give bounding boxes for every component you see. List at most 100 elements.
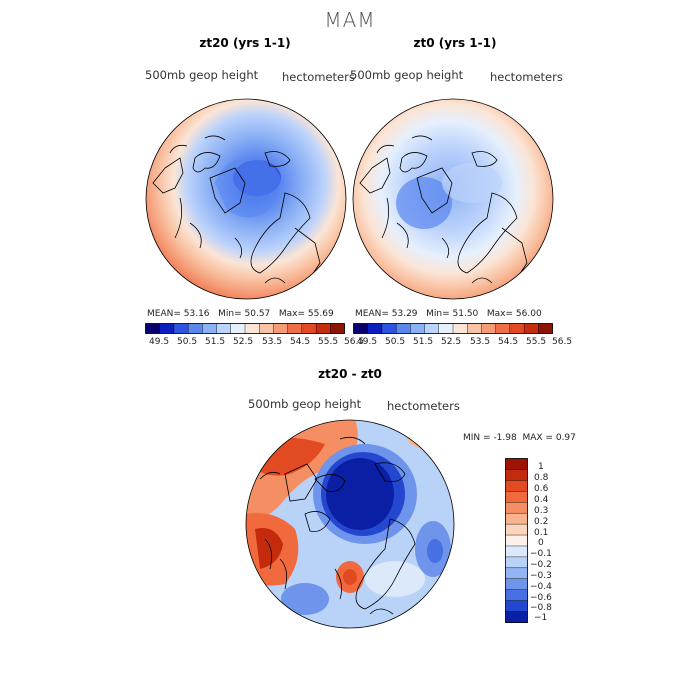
- panel2-tick: 53.5: [470, 337, 491, 347]
- panel1-polar-map: [145, 98, 347, 300]
- panel1-min: 50.57: [244, 309, 271, 319]
- panel2-tick: 49.5: [357, 337, 378, 347]
- colorbar-swatch: [438, 323, 454, 334]
- colorbar-swatch: [330, 323, 345, 334]
- panel3-variable: 500mb geop height: [248, 397, 362, 411]
- colorbar-swatch: [395, 323, 411, 334]
- panel1-tick: 55.5: [318, 337, 339, 347]
- colorbar-swatch: [173, 323, 189, 334]
- colorbar-swatch: [315, 323, 331, 334]
- panel2-polar-map: [352, 98, 554, 300]
- colorbar-swatch: [424, 323, 440, 334]
- panel1-mean: 53.16: [183, 309, 210, 319]
- panel2-colorbar: [353, 323, 553, 334]
- colorbar-swatch: [505, 512, 528, 525]
- panel3-colorbar-label: 1: [538, 462, 544, 472]
- colorbar-swatch: [505, 589, 528, 602]
- panel3-colorbar-label: −0.2: [530, 560, 552, 570]
- colorbar-swatch: [505, 534, 528, 547]
- panel2-max: 56.00: [515, 309, 542, 319]
- panel3-colorbar-label: −0.1: [530, 549, 552, 559]
- panel3-title: zt20 - zt0: [318, 367, 382, 381]
- colorbar-swatch: [301, 323, 317, 334]
- panel3-stats: MIN = -1.98 MAX = 0.97: [463, 433, 576, 443]
- panel1-variable: 500mb geop height: [145, 68, 259, 82]
- panel2-colorbar-ticks: 49.5 50.5 51.5 52.5 53.5 54.5 55.5 56.5: [353, 337, 572, 349]
- panel2-tick: 50.5: [385, 337, 406, 347]
- colorbar-swatch: [145, 323, 161, 334]
- panel3-colorbar-label: −1: [534, 613, 548, 623]
- colorbar-swatch: [505, 611, 528, 624]
- panel2-title: zt0 (yrs 1-1): [413, 36, 497, 50]
- panel2-tick: 52.5: [441, 337, 462, 347]
- colorbar-swatch: [509, 323, 525, 334]
- colorbar-swatch: [202, 323, 218, 334]
- panel3-colorbar-label: 0.6: [534, 484, 549, 494]
- panel3-colorbar-label: 0.3: [534, 506, 549, 516]
- panel2-low-center: [396, 177, 452, 229]
- colorbar-swatch: [505, 578, 528, 591]
- panel2-mean: 53.29: [391, 309, 418, 319]
- panel3-colorbar-label: −0.4: [530, 582, 552, 592]
- panel3-colorbar-label: −0.6: [530, 593, 552, 603]
- colorbar-swatch: [505, 556, 528, 569]
- colorbar-swatch: [452, 323, 468, 334]
- panel1-max: 55.69: [307, 309, 334, 319]
- panel3-colorbar: [505, 458, 528, 624]
- panel3-colorbar-label: 0.4: [534, 495, 549, 505]
- panel1-tick: 51.5: [205, 337, 226, 347]
- panel3-colorbar-label: −0.8: [530, 603, 552, 613]
- colorbar-swatch: [505, 469, 528, 481]
- panel3-max: 0.97: [555, 433, 576, 443]
- colorbar-swatch: [381, 323, 397, 334]
- panel2-tick: 51.5: [413, 337, 434, 347]
- panel1-colorbar-ticks: 49.5 50.5 51.5 52.5 53.5 54.5 55.5 56.5: [145, 337, 364, 349]
- figure-title: MAM: [324, 8, 376, 32]
- panel1-tick: 49.5: [149, 337, 170, 347]
- panel1-tick: 52.5: [233, 337, 254, 347]
- panel2-tick: 54.5: [498, 337, 519, 347]
- colorbar-swatch: [273, 323, 289, 334]
- colorbar-swatch: [159, 323, 175, 334]
- colorbar-swatch: [523, 323, 539, 334]
- panel1-tick: 56.5: [344, 337, 365, 347]
- panel1-units: hectometers: [282, 70, 355, 84]
- colorbar-swatch: [353, 323, 369, 334]
- colorbar-swatch: [505, 600, 528, 613]
- colorbar-swatch: [287, 323, 303, 334]
- panel2-stats: MEAN= 53.29 Min= 51.50 Max= 56.00: [355, 309, 542, 319]
- colorbar-swatch: [505, 458, 528, 470]
- colorbar-swatch: [505, 502, 528, 514]
- panel2-min: 51.50: [452, 309, 479, 319]
- colorbar-swatch: [230, 323, 246, 334]
- colorbar-swatch: [505, 491, 528, 503]
- colorbar-swatch: [410, 323, 426, 334]
- panel3-min: -1.98: [493, 433, 517, 443]
- colorbar-swatch: [187, 323, 203, 334]
- colorbar-swatch: [505, 567, 528, 580]
- colorbar-swatch: [259, 323, 274, 334]
- panel1-coastlines: [152, 135, 321, 284]
- panel1-tick: 54.5: [290, 337, 311, 347]
- panel3-colorbar-label: 0.1: [534, 528, 549, 538]
- panel3-polar-map: [245, 419, 455, 629]
- colorbar-swatch: [481, 323, 497, 334]
- panel3-min-center: [326, 458, 394, 530]
- panel1-tick: 50.5: [177, 337, 198, 347]
- colorbar-swatch: [467, 323, 482, 334]
- panel2-variable: 500mb geop height: [350, 68, 464, 82]
- panel2-tick: 55.5: [526, 337, 547, 347]
- colorbar-swatch: [367, 323, 383, 334]
- colorbar-swatch: [505, 480, 528, 492]
- panel2-coastlines: [359, 135, 528, 284]
- panel3-colorbar-label: 0.8: [534, 473, 549, 483]
- colorbar-swatch: [495, 323, 511, 334]
- colorbar-swatch: [505, 545, 528, 558]
- colorbar-swatch: [538, 323, 553, 334]
- colorbar-swatch: [216, 323, 232, 334]
- panel3-colorbar-label: 0: [538, 538, 544, 548]
- panel3-colorbar-labels: 1 0.8 0.6 0.4 0.3 0.2 0.1 0 −0.1 −0.2 −0…: [530, 462, 594, 623]
- panel3-coastlines: [259, 436, 416, 615]
- panel1-title: zt20 (yrs 1-1): [199, 36, 291, 50]
- colorbar-swatch: [505, 523, 528, 536]
